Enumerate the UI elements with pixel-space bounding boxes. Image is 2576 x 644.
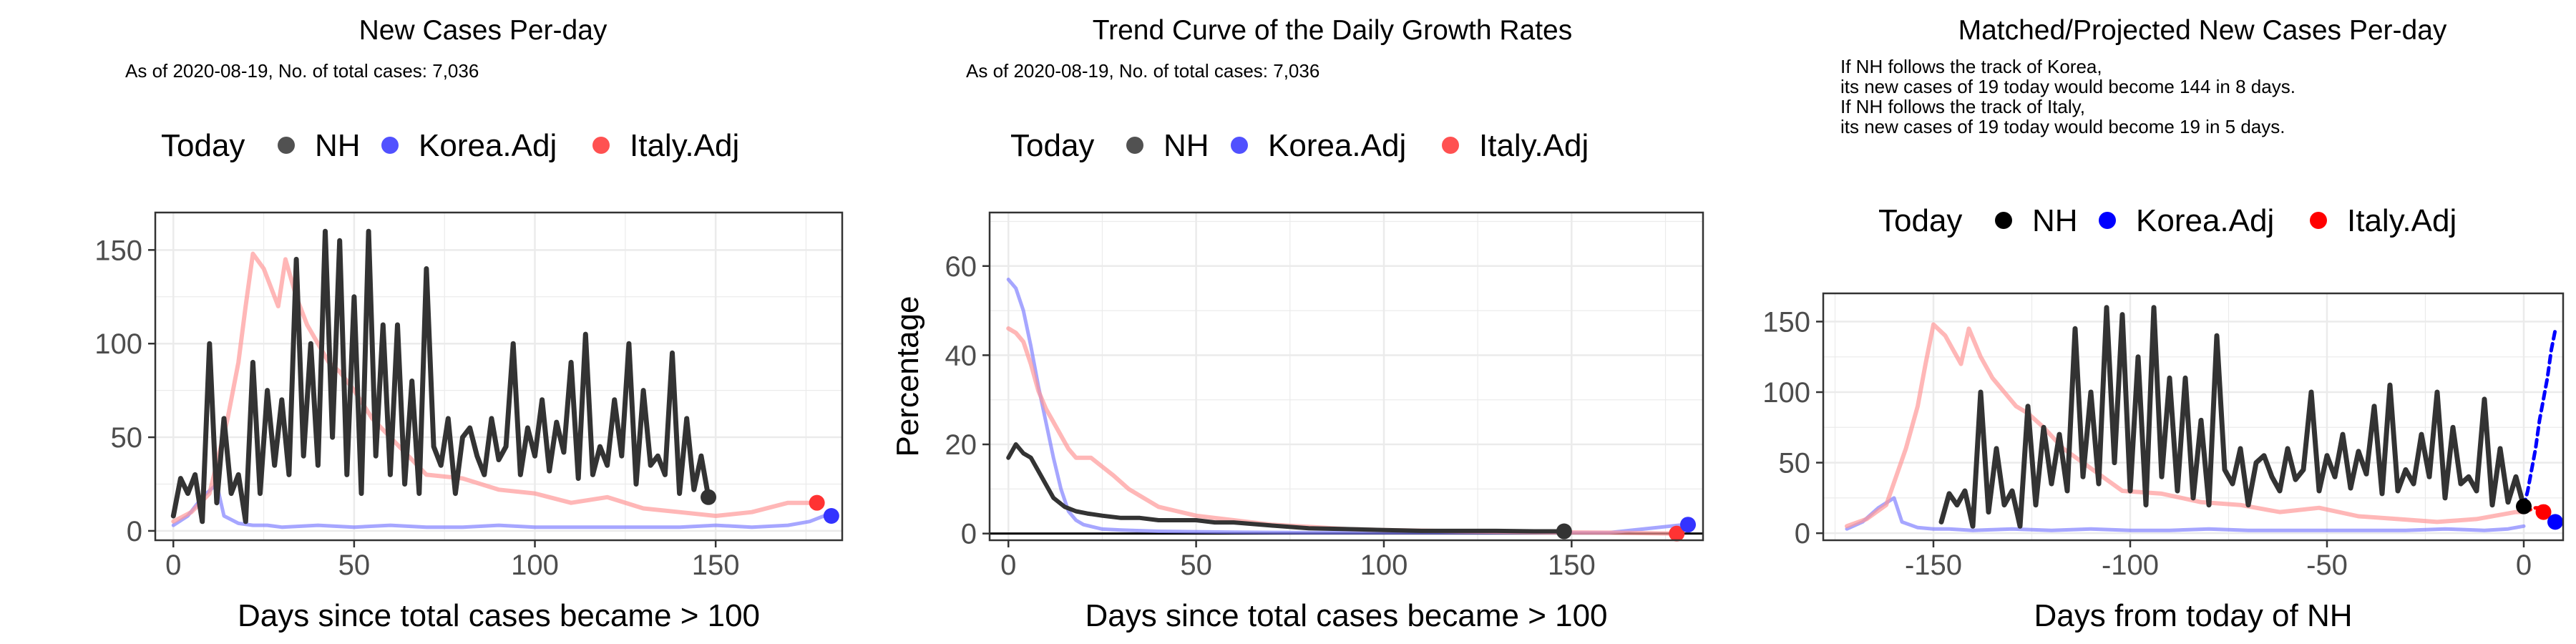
legend-marker xyxy=(592,137,610,154)
y-tick-label: 150 xyxy=(94,235,142,266)
plot-area xyxy=(155,213,842,540)
today-point-nh xyxy=(2516,498,2532,514)
today-point-nh xyxy=(1556,523,1572,540)
y-tick-label: 0 xyxy=(127,516,142,547)
series-line-korea-adj xyxy=(171,482,826,530)
series-line-nh xyxy=(1938,305,2527,529)
legend-marker xyxy=(2310,212,2327,229)
chart-subtitle-line: its new cases of 19 today would become 1… xyxy=(1840,76,2296,97)
y-tick-label: 20 xyxy=(945,429,977,461)
legend-entry: NH xyxy=(315,128,361,163)
y-tick-label: 150 xyxy=(1762,306,1810,338)
today-point-italy-adj xyxy=(1669,525,1685,542)
x-tick-label: 100 xyxy=(511,550,559,581)
series-line-nh xyxy=(170,228,711,525)
x-tick-label: -150 xyxy=(1905,550,1962,581)
legend-entry: NH xyxy=(1163,128,1209,163)
chart-title: Trend Curve of the Daily Growth Rates xyxy=(1093,15,1572,46)
x-tick-label: 50 xyxy=(338,550,371,581)
x-tick-label: 150 xyxy=(1548,550,1596,581)
chart-1: New Cases Per-day As of 2020-08-19, No. o… xyxy=(94,15,844,633)
y-axis-label: Percentage xyxy=(890,296,925,457)
y-tick-label: 0 xyxy=(961,519,977,550)
legend-marker xyxy=(2099,212,2116,229)
x-tick-label: -50 xyxy=(2306,550,2348,581)
legend-entry: Korea.Adj xyxy=(1268,128,1406,163)
legend-marker xyxy=(1126,137,1143,154)
chart-3: Matched/Projected New Cases Per-day If NH… xyxy=(1762,15,2565,633)
chart-subtitle-line: If NH follows the track of Italy, xyxy=(1840,96,2085,117)
legend-title: Today xyxy=(1010,128,1094,163)
series-line-nh xyxy=(1006,442,1566,534)
legend-entry: Italy.Adj xyxy=(2347,203,2457,238)
chart-subtitle-line: If NH follows the track of Korea, xyxy=(1840,56,2102,77)
series-line-korea-adj-projected- xyxy=(2522,328,2557,509)
chart-subtitle-line: As of 2020-08-19, No. of total cases: 7,… xyxy=(966,60,1319,82)
legend-marker xyxy=(1442,137,1459,154)
legend-marker xyxy=(1231,137,1248,154)
today-point-italy-adj xyxy=(809,494,825,511)
legend-entry: Korea.Adj xyxy=(419,128,557,163)
plot-border xyxy=(1822,292,2565,542)
x-tick-label: 50 xyxy=(1180,550,1212,581)
y-tick-label: 50 xyxy=(1779,448,1811,479)
legend-marker xyxy=(381,137,399,154)
legend-entry: Korea.Adj xyxy=(2136,203,2274,238)
y-tick-label: 100 xyxy=(1762,377,1810,409)
chart-title: Matched/Projected New Cases Per-day xyxy=(1958,15,2447,46)
x-axis-label: Days since total cases became > 100 xyxy=(1085,598,1607,633)
x-axis-label: Days from today of NH xyxy=(2034,598,2352,633)
x-axis-label: Days since total cases became > 100 xyxy=(238,598,760,633)
y-tick-label: 0 xyxy=(1795,518,1810,550)
legend-marker xyxy=(278,137,295,154)
plot-border xyxy=(154,211,844,542)
today-point-italy-adj xyxy=(2535,504,2552,520)
x-tick-label: 150 xyxy=(692,550,740,581)
chart-title: New Cases Per-day xyxy=(359,15,608,46)
x-tick-label: 0 xyxy=(165,550,181,581)
plot-border xyxy=(988,211,1704,542)
y-tick-label: 40 xyxy=(945,340,977,371)
y-tick-label: 100 xyxy=(94,328,142,360)
legend-title: Today xyxy=(1878,203,1962,238)
y-tick-label: 60 xyxy=(945,251,977,283)
legend-entry: Italy.Adj xyxy=(630,128,739,163)
plot-area xyxy=(990,213,1703,540)
series-line-italy-adj xyxy=(171,251,819,524)
series-line-italy-adj xyxy=(1845,322,2526,529)
x-tick-label: 0 xyxy=(2516,550,2532,581)
x-tick-label: 100 xyxy=(1360,550,1408,581)
chart-2: Trend Curve of the Daily Growth Rates As … xyxy=(890,15,1704,633)
y-tick-label: 50 xyxy=(111,422,143,454)
today-point-korea-adj xyxy=(1680,517,1697,533)
today-point-nh xyxy=(701,489,717,505)
today-point-korea-adj xyxy=(823,507,839,524)
today-point-korea-adj xyxy=(2547,514,2563,530)
chart-subtitle-line: its new cases of 19 today would become 1… xyxy=(1840,116,2285,137)
legend-title: Today xyxy=(161,128,245,163)
legend-entry: Italy.Adj xyxy=(1479,128,1589,163)
legend-entry: NH xyxy=(2032,203,2078,238)
x-tick-label: 0 xyxy=(1000,550,1016,581)
chart-subtitle-line: As of 2020-08-19, No. of total cases: 7,… xyxy=(125,60,479,82)
x-tick-label: -100 xyxy=(2102,550,2159,581)
series-line-korea-adj xyxy=(1845,496,2526,532)
legend-marker xyxy=(1995,212,2012,229)
